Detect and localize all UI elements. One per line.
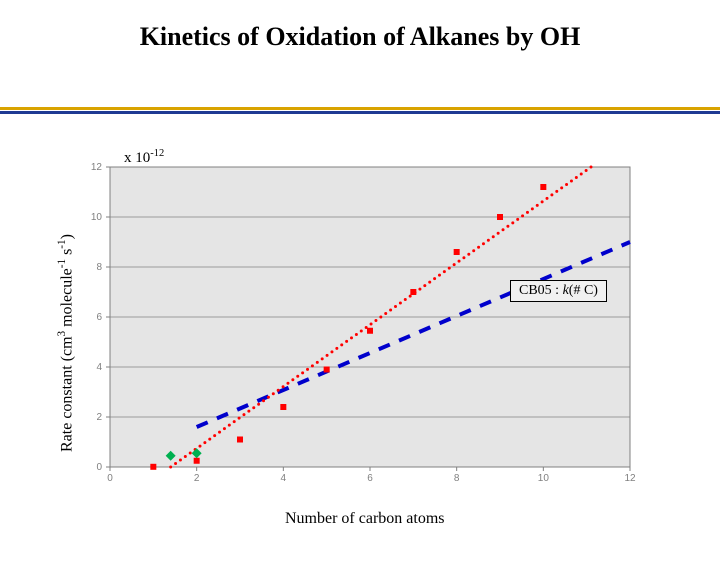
legend-box: CB05 : k(# C) xyxy=(510,280,607,302)
slide-title: Kinetics of Oxidation of Alkanes by OH xyxy=(0,22,720,52)
svg-text:4: 4 xyxy=(96,362,102,373)
svg-text:8: 8 xyxy=(96,262,102,273)
divider-bottom xyxy=(0,111,720,114)
y-axis-label: Rate constant (cm3 molecule-1 s-1) xyxy=(56,234,76,452)
divider-top xyxy=(0,107,720,110)
svg-text:6: 6 xyxy=(367,473,373,484)
svg-text:4: 4 xyxy=(281,473,287,484)
chart-svg: 0 2 4 6 8 10 12 0 2 4 6 8 10 12 xyxy=(80,152,640,492)
svg-text:10: 10 xyxy=(538,473,550,484)
svg-text:0: 0 xyxy=(96,462,102,473)
x-axis-label: Number of carbon atoms xyxy=(285,510,445,528)
svg-text:8: 8 xyxy=(454,473,460,484)
svg-text:10: 10 xyxy=(91,212,103,223)
svg-text:2: 2 xyxy=(96,412,102,423)
svg-text:2: 2 xyxy=(194,473,200,484)
multiplier-label: x 10-12 xyxy=(124,148,164,167)
chart-container: x 10-12 024681012024681012 CB05 : k(# C) xyxy=(80,152,640,492)
svg-text:12: 12 xyxy=(91,162,103,173)
svg-text:6: 6 xyxy=(96,312,102,323)
svg-text:0: 0 xyxy=(107,473,113,484)
svg-text:12: 12 xyxy=(624,473,636,484)
